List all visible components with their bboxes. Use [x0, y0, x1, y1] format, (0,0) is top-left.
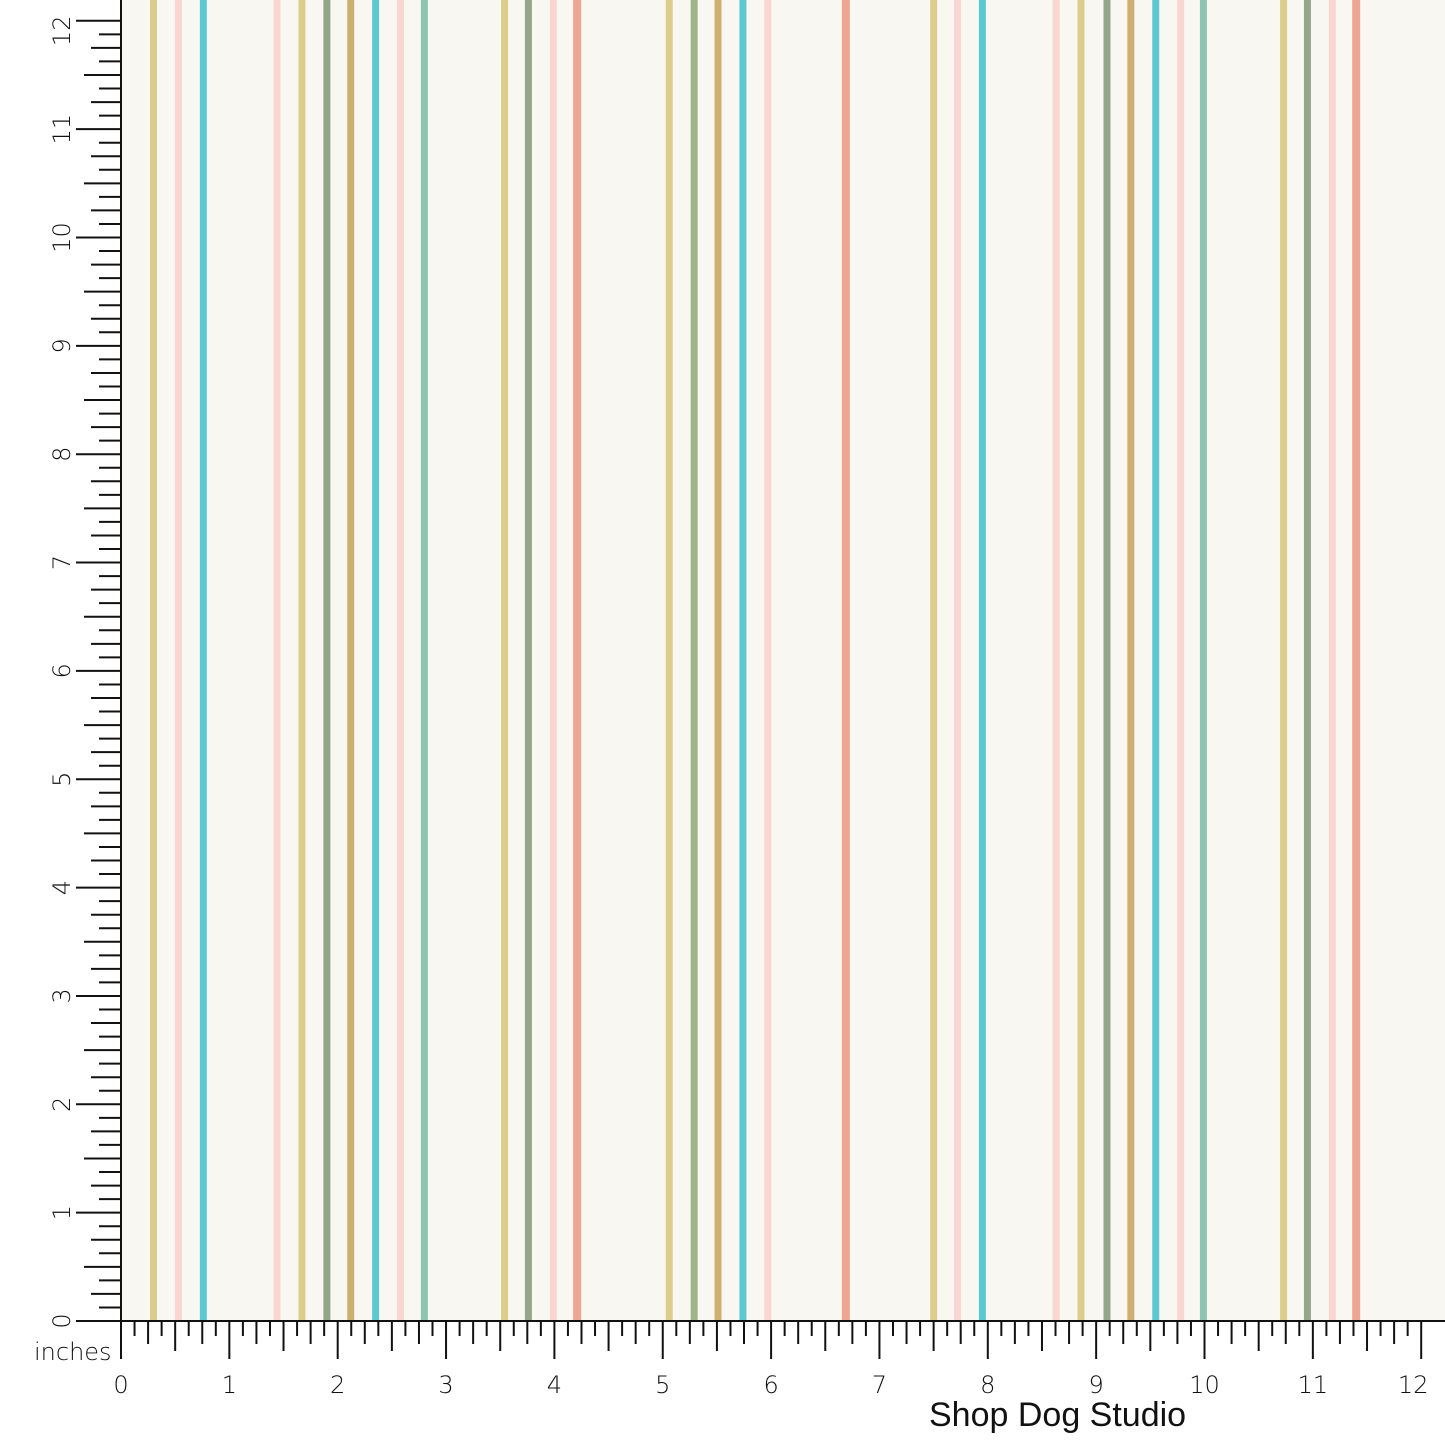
stripe-gold [714, 0, 722, 1321]
y-tick-label: 9 [48, 338, 76, 353]
y-tick-label: 2 [48, 1097, 76, 1112]
x-tick-label: 9 [1089, 1371, 1104, 1399]
y-tick-label: 12 [48, 16, 76, 47]
y-tick-label: 11 [48, 114, 76, 145]
x-tick-label: 3 [438, 1371, 453, 1399]
stripe-cyan [1152, 0, 1160, 1321]
stripe-sage [524, 0, 532, 1321]
stripe-pink [1052, 0, 1060, 1321]
x-tick-label: 5 [655, 1371, 670, 1399]
stripe-salmon [573, 0, 582, 1321]
fabric-background [121, 0, 1445, 1321]
x-tick-label: 4 [547, 1371, 562, 1399]
stripe-yellow [665, 0, 673, 1321]
x-tick-label: 7 [872, 1371, 887, 1399]
x-tick-label: 1 [222, 1371, 237, 1399]
x-tick-label: 6 [763, 1371, 778, 1399]
y-tick-label: 8 [48, 447, 76, 462]
stripe-yellow [150, 0, 158, 1321]
stripe-teal [420, 0, 428, 1321]
y-tick-label: 1 [48, 1205, 76, 1220]
y-tick-label: 3 [48, 988, 76, 1003]
stripe-pink [1177, 0, 1185, 1321]
stripe-pink [549, 0, 557, 1321]
x-tick-label: 2 [330, 1371, 345, 1399]
stripe-pink [397, 0, 405, 1321]
stripe-cyan [372, 0, 380, 1321]
stripe-pink [174, 0, 182, 1321]
y-tick-label: 5 [48, 772, 76, 787]
stripe-pink [1328, 0, 1336, 1321]
x-tick-label: 11 [1298, 1371, 1329, 1399]
stripe-yellow [501, 0, 509, 1321]
stripe-pink [273, 0, 281, 1321]
stripe-cyan [739, 0, 747, 1321]
y-tick-label: 0 [48, 1313, 76, 1328]
striped-fabric-swatch [121, 0, 1445, 1321]
stripe-cyan [978, 0, 986, 1321]
y-tick-label: 6 [48, 663, 76, 678]
stripe-sage [323, 0, 331, 1321]
stripe-cyan [199, 0, 207, 1321]
x-tick-label: 0 [113, 1371, 128, 1399]
stripe-yellow [930, 0, 938, 1321]
x-tick-label: 12 [1398, 1371, 1429, 1399]
x-tick-label: 10 [1189, 1371, 1220, 1399]
y-tick-label: 7 [48, 555, 76, 570]
stripe-teal [1199, 0, 1207, 1321]
y-tick-label: 4 [48, 880, 76, 895]
stripe-yellow [1077, 0, 1085, 1321]
stripe-sage [1103, 0, 1111, 1321]
stripe-salmon [841, 0, 850, 1321]
stripe-yellow [1280, 0, 1288, 1321]
x-tick-label: 8 [980, 1371, 995, 1399]
units-label: inches [34, 1338, 112, 1366]
stripe-gold [1127, 0, 1135, 1321]
stripe-salmon [1352, 0, 1361, 1321]
stripe-pink [953, 0, 961, 1321]
stripe-gold [347, 0, 355, 1321]
stripe-green [690, 0, 698, 1321]
y-tick-label: 10 [48, 222, 76, 253]
stripe-yellow [298, 0, 306, 1321]
stripe-sage [1303, 0, 1311, 1321]
stripe-pink [764, 0, 772, 1321]
brand-name: Shop Dog Studio [929, 1396, 1187, 1434]
